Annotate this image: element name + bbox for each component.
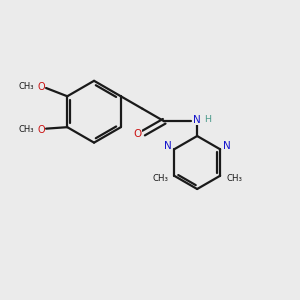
Text: CH₃: CH₃ [152, 174, 168, 183]
Text: N: N [193, 115, 201, 125]
Text: CH₃: CH₃ [226, 174, 242, 183]
Text: O: O [134, 129, 142, 139]
Text: N: N [164, 141, 172, 151]
Text: O: O [37, 82, 45, 92]
Text: CH₃: CH₃ [18, 125, 34, 134]
Text: H: H [204, 115, 211, 124]
Text: N: N [223, 141, 230, 151]
Text: CH₃: CH₃ [18, 82, 34, 91]
Text: O: O [37, 125, 45, 135]
